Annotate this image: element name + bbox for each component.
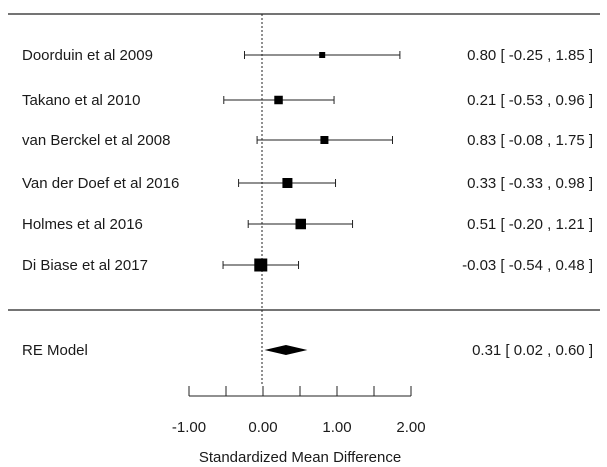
study-label: Doorduin et al 2009 [22, 47, 153, 64]
study-row: Di Biase et al 2017 -0.03 [ -0.54 , 0.48 … [22, 257, 593, 274]
ci-text: 0.51 [ -0.20 , 1.21 ] [467, 216, 593, 233]
study-row: van Berckel et al 2008 0.83 [ -0.08 , 1.7… [22, 132, 593, 149]
study-row: Van der Doef et al 2016 0.33 [ -0.33 , 0.… [22, 175, 593, 192]
study-rows: Doorduin et al 2009 0.80 [ -0.25 , 1.85 ]… [22, 47, 593, 274]
ci-text: 0.21 [ -0.53 , 0.96 ] [467, 92, 593, 109]
x-axis-label: Standardized Mean Difference [199, 449, 401, 466]
study-row: Takano et al 2010 0.21 [ -0.53 , 0.96 ] [22, 92, 593, 109]
summary-row: RE Model 0.31 [ 0.02 , 0.60 ] [22, 342, 593, 359]
x-tick-label: 1.00 [322, 419, 351, 436]
x-tick-label: 2.00 [396, 419, 425, 436]
point-estimate-square [295, 218, 306, 230]
study-row: Holmes et al 2016 0.51 [ -0.20 , 1.21 ] [22, 216, 593, 233]
study-label: Di Biase et al 2017 [22, 257, 148, 274]
point-estimate-square [319, 52, 326, 58]
ci-text: 0.83 [ -0.08 , 1.75 ] [467, 132, 593, 149]
x-axis: -1.00 0.00 1.00 2.00 [172, 386, 426, 436]
x-tick-label: -1.00 [172, 419, 206, 436]
ci-text: 0.80 [ -0.25 , 1.85 ] [467, 47, 593, 64]
point-estimate-square [320, 136, 329, 144]
study-label: Van der Doef et al 2016 [22, 175, 179, 192]
summary-label: RE Model [22, 342, 88, 359]
point-estimate-square [282, 178, 293, 188]
study-row: Doorduin et al 2009 0.80 [ -0.25 , 1.85 ] [22, 47, 593, 64]
point-estimate-square [274, 95, 283, 105]
ci-text: 0.33 [ -0.33 , 0.98 ] [467, 175, 593, 192]
study-label: van Berckel et al 2008 [22, 132, 170, 149]
point-estimate-square [254, 258, 268, 272]
ci-text: -0.03 [ -0.54 , 0.48 ] [462, 257, 593, 274]
x-tick-label: 0.00 [248, 419, 277, 436]
study-label: Holmes et al 2016 [22, 216, 143, 233]
study-label: Takano et al 2010 [22, 92, 140, 109]
summary-ci-text: 0.31 [ 0.02 , 0.60 ] [472, 342, 593, 359]
summary-diamond [264, 345, 308, 355]
